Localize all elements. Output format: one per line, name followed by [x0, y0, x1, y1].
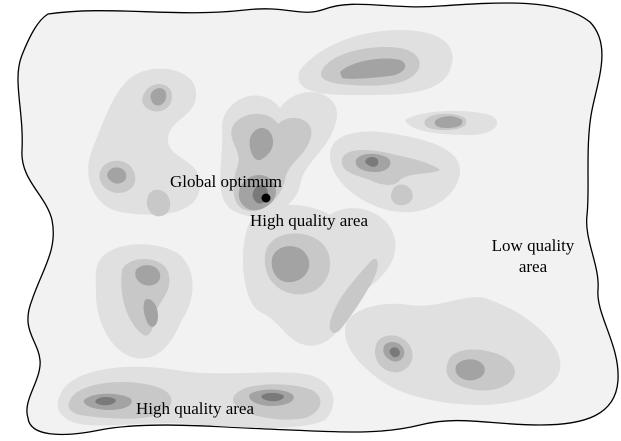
peak-lower-right-4	[389, 347, 400, 358]
peak-right-mid-4	[365, 157, 379, 167]
core-center-top-3	[249, 127, 274, 161]
peak-left-c-2	[146, 189, 171, 217]
global-optimum-point	[261, 193, 271, 203]
core-center-mid-3	[271, 246, 310, 283]
core-left-a-3	[150, 88, 167, 106]
label-low-quality-line-1: Low quality	[492, 236, 575, 255]
peak-bottom-left-4	[95, 397, 116, 406]
label-low-quality-line-2: area	[519, 257, 548, 276]
core-left-b-3	[107, 167, 127, 184]
ridge-center-2	[329, 258, 378, 333]
peak-bottom-right-4	[261, 392, 284, 402]
core-left-lower-tail-3	[143, 298, 158, 327]
peak-right-mid-small-2	[390, 184, 413, 206]
core-right-strip-3	[434, 116, 463, 128]
core-lower-right-b-3	[455, 359, 485, 381]
label-global-optimum: Global optimum	[170, 172, 282, 191]
core-left-lower-3	[135, 265, 161, 286]
core-right-upper-3	[340, 58, 406, 79]
label-high-quality-area-top: High quality area	[250, 211, 368, 230]
label-high-quality-area-bottom: High quality area	[136, 399, 254, 418]
